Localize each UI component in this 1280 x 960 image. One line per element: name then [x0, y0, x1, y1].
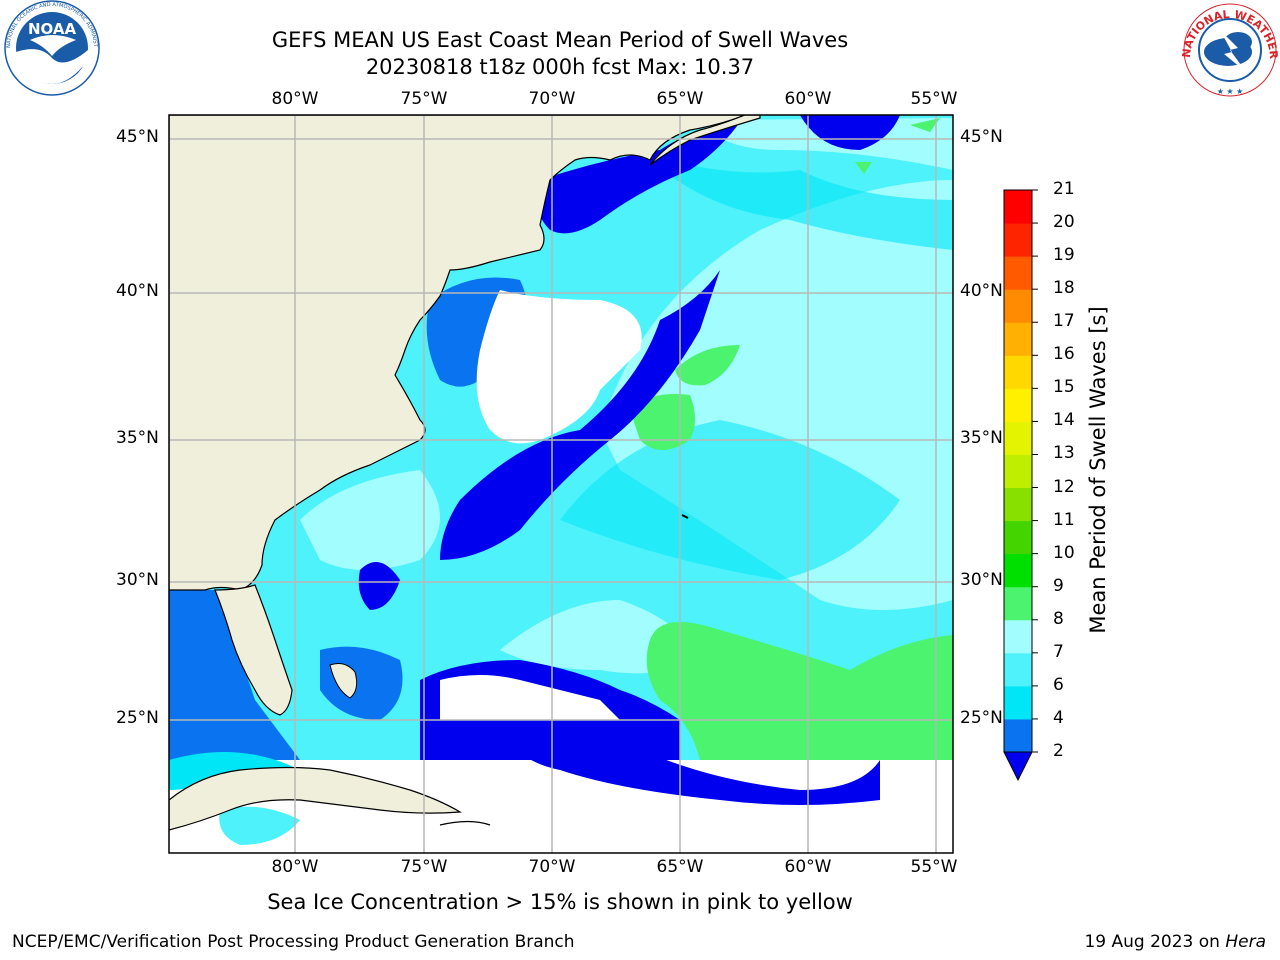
colorbar-tick-label: 20 — [1053, 212, 1075, 233]
colorbar-tick-label: 13 — [1053, 443, 1075, 464]
colorbar-tick-label: 17 — [1053, 311, 1075, 332]
land-florida — [214, 584, 293, 716]
lon-label-bottom-65w: 65°W — [656, 857, 704, 877]
lon-label-top-60w: 60°W — [784, 89, 832, 109]
band-4-6-gulf — [169, 590, 300, 760]
band-9-10-se — [646, 622, 953, 760]
footer-date-text: 19 Aug 2023 on — [1084, 932, 1226, 952]
band-6-7-mid — [560, 420, 900, 580]
land-bahamas — [329, 663, 358, 699]
colorbar-tick-label: 19 — [1053, 245, 1075, 266]
colorbar-frame — [1003, 189, 1033, 753]
colorbar-tick-label: 6 — [1053, 674, 1064, 695]
colorbar-segment — [1004, 520, 1032, 555]
footer-credit: NCEP/EMC/Verification Post Processing Pr… — [12, 932, 575, 952]
colorbar-segment — [1004, 619, 1032, 654]
colorbar-tick-label: 18 — [1053, 278, 1075, 299]
band-9-10-center2 — [675, 345, 740, 386]
colorbar-segment — [1004, 652, 1032, 687]
colorbar-segment — [1004, 718, 1032, 753]
colorbar-segment — [1004, 190, 1032, 224]
lon-label-bottom-55w: 55°W — [910, 857, 958, 877]
band-9-10-ne — [910, 118, 940, 132]
colorbar-tick-label: 12 — [1053, 476, 1075, 497]
no-data-bahamas — [440, 675, 620, 720]
lon-label-bottom-60w: 60°W — [784, 857, 832, 877]
lon-label-bottom-80w: 80°W — [271, 857, 319, 877]
map-frame — [168, 114, 954, 854]
band-2-4-maine — [536, 122, 740, 234]
land-hispaniola — [439, 820, 491, 826]
colorbar-segment — [1004, 355, 1032, 389]
colorbar-tick-label: 4 — [1053, 707, 1064, 728]
lon-label-top-75w: 75°W — [400, 89, 448, 109]
lon-label-top-70w: 70°W — [528, 89, 576, 109]
band-2-4-gulfstream — [440, 270, 720, 560]
colorbar-segment — [1004, 685, 1032, 720]
sea-ice-note: Sea Ice Concentration > 15% is shown in … — [267, 890, 853, 914]
colorbar-tick-label: 14 — [1053, 410, 1075, 431]
colorbar-tick-label: 11 — [1053, 509, 1075, 530]
band-2-4-bahamas — [358, 562, 400, 610]
land-nova-scotia — [649, 115, 761, 166]
lat-label-left-25n: 25°N — [116, 708, 159, 728]
band-9-10-n — [855, 162, 872, 174]
land-us — [169, 115, 746, 591]
colorbar-segment — [1004, 421, 1032, 455]
colorbar-segment — [1004, 487, 1032, 522]
colorbar-tick-label: 21 — [1053, 179, 1075, 199]
svg-text:★ ★ ★: ★ ★ ★ — [1217, 87, 1244, 96]
colorbar-tick-label: 9 — [1053, 575, 1064, 596]
lon-label-top-80w: 80°W — [271, 89, 319, 109]
colorbar-tick-label: 7 — [1053, 641, 1064, 662]
colorbar-segment — [1004, 586, 1032, 621]
land-bermuda — [681, 514, 689, 519]
lat-label-left-40n: 40°N — [116, 281, 159, 301]
lon-label-bottom-70w: 70°W — [528, 857, 576, 877]
colorbar-segment — [1004, 553, 1032, 588]
noaa-logo-text: NOAA — [28, 20, 77, 38]
colorbar-segment — [1004, 289, 1032, 323]
band-8-9-coast — [300, 470, 440, 570]
land-cuba — [169, 766, 462, 831]
map-subtitle: 20230818 t18z 000h fcst Max: 10.37 — [365, 55, 755, 79]
colorbar-tick-label: 15 — [1053, 377, 1075, 398]
lat-label-right-30n: 30°N — [960, 570, 1003, 590]
lat-label-right-45n: 45°N — [960, 127, 1003, 147]
noaa-logo: NOAA NATIONAL OCEANIC AND ATMOSPHERIC AD… — [0, 0, 100, 96]
colorbar-tick-label: 16 — [1053, 344, 1075, 365]
map-title: GEFS MEAN US East Coast Mean Period of S… — [271, 28, 849, 52]
colorbar-tick-label: 10 — [1053, 542, 1075, 563]
map-gridlines — [169, 115, 953, 853]
colorbar-extend-arrow — [1003, 751, 1033, 782]
lon-label-top-55w: 55°W — [910, 89, 958, 109]
lat-label-right-40n: 40°N — [960, 281, 1003, 301]
colorbar-tick-label: 2 — [1053, 741, 1064, 761]
colorbar-segment — [1004, 388, 1032, 422]
colorbar-segment — [1004, 322, 1032, 356]
lat-label-left-30n: 30°N — [116, 570, 159, 590]
lon-label-top-65w: 65°W — [656, 89, 704, 109]
nws-logo: NATIONAL WEATHER SERVICE ★ ★ ★ — [1176, 0, 1280, 97]
footer-date: 19 Aug 2023 on Hera — [1084, 932, 1266, 952]
band-6-7-cuba-s — [219, 806, 300, 845]
colorbar-tick-label: 8 — [1053, 608, 1064, 629]
lon-label-bottom-75w: 75°W — [400, 857, 448, 877]
no-data-central — [476, 290, 642, 444]
lat-label-right-25n: 25°N — [960, 708, 1003, 728]
band-6-7-north — [640, 150, 953, 250]
lat-label-left-35n: 35°N — [116, 428, 159, 448]
colorbar-label: Mean Period of Swell Waves [s] — [1086, 306, 1110, 634]
colorbar-segment — [1004, 256, 1032, 290]
band-9-10-center — [630, 394, 695, 450]
lat-label-right-35n: 35°N — [960, 428, 1003, 448]
lat-label-left-45n: 45°N — [116, 127, 159, 147]
footer-host: Hera — [1225, 932, 1266, 952]
band-4-6-south-strip — [500, 720, 880, 805]
colorbar-segment — [1004, 223, 1032, 257]
colorbar-segment — [1004, 454, 1032, 489]
band-2-4-ne — [800, 115, 900, 150]
